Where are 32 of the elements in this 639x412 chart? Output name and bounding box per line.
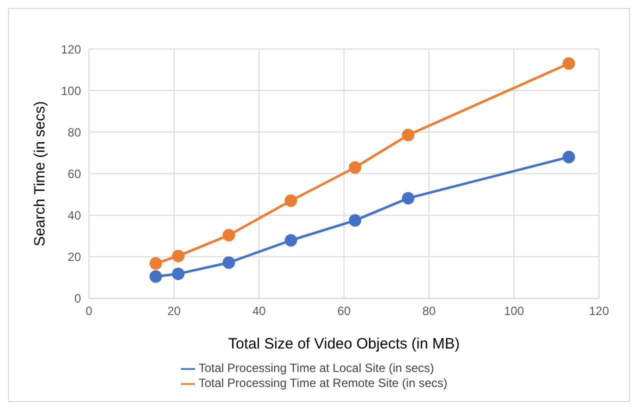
y-tick-label: 80 (68, 125, 82, 140)
y-tick-label: 40 (68, 208, 82, 222)
point (284, 234, 298, 247)
point (222, 256, 236, 269)
point (172, 268, 184, 280)
x-tick-label: 80 (422, 304, 436, 318)
point (402, 128, 414, 142)
point (562, 150, 576, 164)
y-tick-label: 120 (60, 42, 82, 56)
y-tick-label: 20 (68, 250, 82, 264)
x-tick-label: 100 (504, 304, 524, 318)
x-tick-label: 20 (167, 304, 181, 318)
point (172, 250, 184, 262)
x-axis-title: Total Size of Video Objects (in MB) (228, 335, 460, 352)
y-tick-label: 0 (74, 292, 82, 306)
y-tick-label: 100 (60, 84, 82, 98)
point (348, 214, 362, 227)
x-tick-label: 0 (86, 304, 93, 318)
point (149, 270, 162, 283)
x-tick-label: 40 (252, 304, 266, 318)
x-tick-label: 120 (588, 304, 610, 318)
point (562, 57, 576, 70)
point (149, 257, 162, 270)
legend-label: Total Processing Time at Remote Site (in secs) (198, 376, 448, 390)
y-tick-label: 60 (68, 166, 82, 181)
x-tick-label: 60 (337, 304, 351, 318)
point (222, 228, 236, 242)
point (284, 194, 298, 207)
point (348, 161, 362, 174)
legend-label: Total Processing Time at Local Site (in secs) (198, 361, 434, 376)
y-axis-title: Search Time (in secs) (31, 101, 48, 246)
point (402, 192, 414, 204)
